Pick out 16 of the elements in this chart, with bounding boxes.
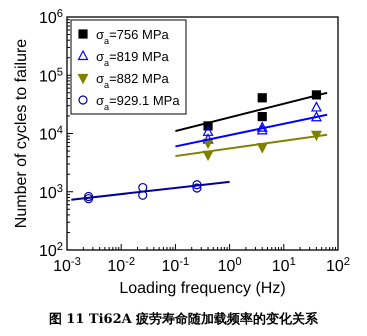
y-tick-label: 10$^{3}$ — [38, 182, 63, 202]
y-tick-label: 10$^{4}$ — [38, 124, 63, 144]
x-tick-label: 10$^{-1}$ — [162, 256, 190, 275]
y-axis-title: Number of cycles to failure — [13, 38, 30, 228]
x-tick-label: 10$^{1}$ — [272, 256, 296, 275]
x-axis-title: Loading frequency (Hz) — [119, 280, 286, 297]
legend-label: σ$_{a}$=882 MPa — [96, 71, 170, 90]
legend-label: σ$_{a}$=819 MPa — [96, 49, 170, 68]
caption: 图 11 Ti62A 疲劳寿命随加载频率的变化关系 — [48, 311, 320, 327]
x-tick-label: 10$^{0}$ — [218, 256, 242, 275]
y-tick-label: 10$^{5}$ — [38, 66, 63, 86]
x-tick-label: 10$^{2}$ — [326, 256, 350, 275]
legend-label: σ$_{a}$=756 MPa — [96, 27, 170, 46]
y-tick-label: 10$^{6}$ — [38, 8, 63, 27]
legend-label: σ$_{a}$=929.1 MPa — [96, 93, 180, 112]
x-tick-label: 10$^{-2}$ — [107, 256, 136, 275]
